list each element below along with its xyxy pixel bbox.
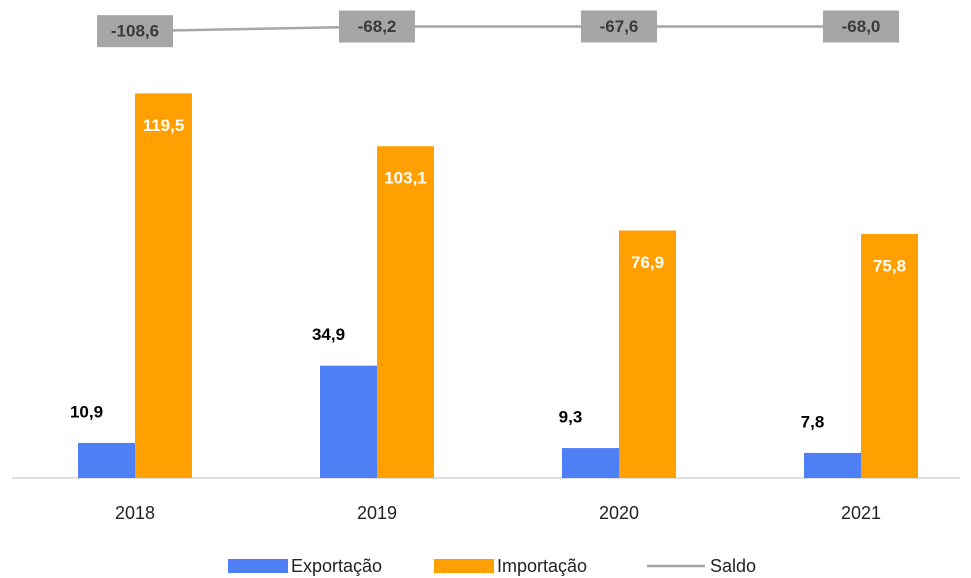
bar: [861, 234, 918, 478]
data-label-box: [339, 10, 415, 43]
data-label: 10,9: [70, 402, 103, 421]
data-label: 75,8: [873, 257, 906, 276]
data-label: 9,3: [559, 408, 583, 427]
data-label: -108,6: [111, 22, 159, 41]
bar: [619, 230, 676, 478]
legend-label: Importação: [497, 556, 587, 576]
legend-label: Saldo: [710, 556, 756, 576]
legend-label: Exportação: [291, 556, 382, 576]
data-label-box: [823, 10, 899, 43]
data-label: 119,5: [143, 116, 185, 135]
bar: [562, 448, 619, 478]
data-label: 103,1: [384, 169, 427, 188]
data-label: 34,9: [312, 325, 345, 344]
legend-swatch: [434, 559, 494, 573]
bar: [804, 452, 861, 478]
x-tick-label: 2019: [357, 503, 397, 523]
x-tick-label: 2021: [841, 503, 881, 523]
data-label: -68,0: [842, 17, 881, 36]
data-label: -67,6: [600, 17, 639, 36]
line: [134, 25, 862, 33]
x-tick-label: 2020: [599, 503, 639, 523]
data-label-box: [97, 15, 173, 48]
data-label: -68,2: [358, 17, 397, 36]
data-label: 7,8: [801, 412, 825, 431]
bar: [78, 442, 135, 478]
bar: [320, 365, 377, 478]
legend-swatch: [228, 559, 288, 573]
bar: [377, 146, 434, 478]
bar: [135, 93, 192, 478]
x-tick-label: 2018: [115, 503, 155, 523]
data-label-box: [581, 10, 657, 43]
data-label: 76,9: [631, 253, 664, 272]
